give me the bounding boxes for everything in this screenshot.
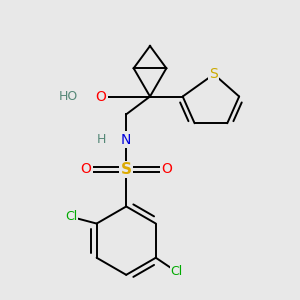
Text: S: S bbox=[121, 162, 132, 177]
Text: Cl: Cl bbox=[171, 266, 183, 278]
Text: HO: HO bbox=[58, 90, 78, 103]
Text: Cl: Cl bbox=[65, 210, 77, 224]
Text: H: H bbox=[96, 133, 106, 146]
Text: N: N bbox=[121, 133, 131, 147]
Text: O: O bbox=[95, 89, 106, 103]
Text: O: O bbox=[81, 162, 92, 176]
Text: S: S bbox=[209, 67, 218, 81]
Text: O: O bbox=[161, 162, 172, 176]
